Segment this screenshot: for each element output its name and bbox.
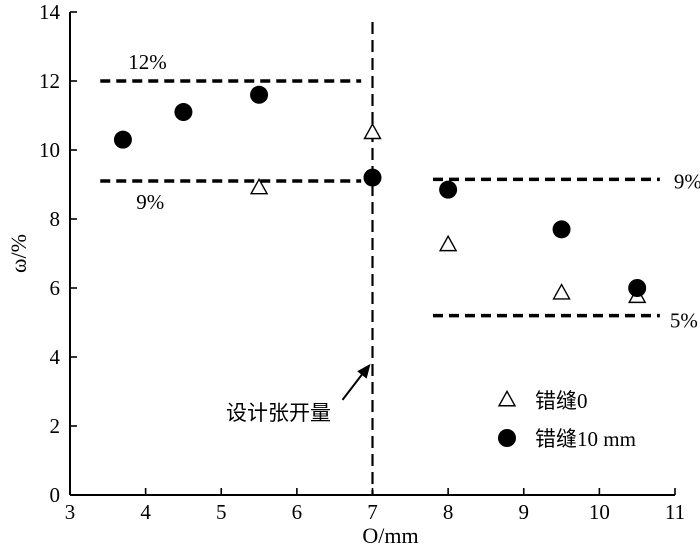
legend-circle-marker — [498, 429, 516, 447]
legend-label: 错缝10 mm — [535, 427, 636, 451]
legend: 错缝0 错缝10 mm — [497, 389, 636, 451]
reference-line-labels: 12% 9% 9% 5% — [128, 50, 700, 333]
data-points — [113, 85, 647, 304]
reference-lines — [100, 79, 660, 318]
x-axis-label: O/mm — [362, 523, 418, 548]
legend-triangle-marker — [497, 389, 517, 407]
y-tick-label: 4 — [50, 345, 61, 369]
triangle-marker — [438, 234, 458, 252]
y-tick-label: 12 — [39, 69, 60, 93]
y-axis-label: ω/% — [6, 234, 31, 273]
x-tick-label: 9 — [519, 500, 530, 524]
x-tick-label: 5 — [216, 500, 227, 524]
triangle-marker — [363, 122, 382, 140]
circle-marker — [113, 130, 132, 149]
x-tick-label: 7 — [367, 500, 378, 524]
circle-marker — [250, 85, 269, 104]
x-tick-label: 6 — [292, 500, 303, 524]
reference-line-label: 9% — [136, 190, 164, 214]
design-opening-annotation: 设计张开量 — [226, 363, 371, 425]
circle-marker — [174, 103, 193, 122]
y-tick-label: 14 — [39, 0, 61, 24]
x-tick-label: 4 — [140, 500, 151, 524]
x-tick-label: 10 — [589, 500, 610, 524]
y-tick-label: 10 — [39, 138, 60, 162]
reference-line-label: 5% — [670, 309, 698, 333]
x-tick-label: 8 — [443, 500, 454, 524]
y-tick-label: 8 — [50, 207, 61, 231]
circle-marker — [552, 220, 571, 239]
annotation-arrow-shaft — [341, 369, 367, 401]
reference-line-label: 12% — [128, 50, 167, 74]
circle-marker — [628, 279, 647, 297]
x-tick-label: 3 — [65, 500, 76, 524]
circle-marker — [363, 168, 382, 187]
y-tick-label: 0 — [50, 483, 61, 507]
annotation-arrow-head — [357, 363, 371, 379]
y-tick-label: 2 — [50, 414, 61, 438]
axis-ticks: 3 4 5 6 7 8 9 10 11 0 2 4 6 8 10 12 14 — [39, 0, 685, 524]
triangle-marker — [249, 177, 269, 195]
circle-marker — [439, 180, 458, 199]
x-tick-label: 11 — [665, 500, 685, 524]
y-tick-label: 6 — [50, 276, 61, 300]
legend-label: 错缝0 — [535, 389, 588, 413]
annotation-label: 设计张开量 — [226, 401, 331, 425]
reference-line-label: 9% — [674, 169, 700, 193]
triangle-marker — [552, 283, 571, 300]
